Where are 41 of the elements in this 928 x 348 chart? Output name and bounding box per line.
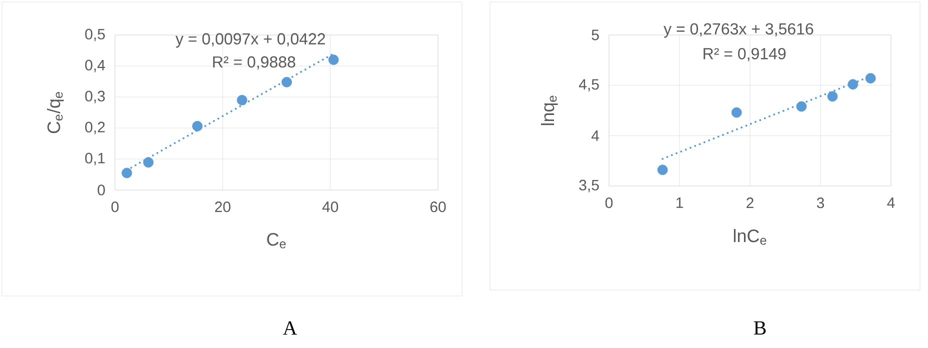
y-axis-title: C$_{e}$/q$_{e}$ <box>46 92 64 134</box>
point <box>143 157 154 168</box>
y-tick-label: 0,3 <box>85 90 105 104</box>
annotation: R² = 0,9888 <box>213 56 296 70</box>
y-tick-label: 0,2 <box>85 122 105 134</box>
y-tick-label: 3,5 <box>579 180 599 192</box>
y-tick-label: 5 <box>592 30 599 40</box>
point <box>328 54 339 65</box>
annotation: y = 0,0097x + 0,0422 <box>176 33 326 48</box>
x-tick-label: 3 <box>816 198 824 208</box>
x-axis-title: lnC$_{e}$ <box>734 229 766 245</box>
x-tick-label: 1 <box>676 198 683 208</box>
y-tick-label: 0,5 <box>85 28 105 42</box>
point <box>865 73 876 84</box>
x-tick-label: 20 <box>215 202 230 212</box>
point <box>192 120 203 132</box>
y-tick-label: 0,1 <box>85 152 105 166</box>
point <box>796 101 807 112</box>
point <box>827 91 838 102</box>
text: A <box>282 321 298 335</box>
x-tick-label: 40 <box>322 202 338 212</box>
point <box>731 107 742 118</box>
text: B <box>754 321 766 335</box>
x-tick-label: 4 <box>887 198 895 208</box>
point <box>657 164 668 176</box>
x-tick-label: 0 <box>605 198 613 208</box>
y-axis-title: lnq$_{e}$ <box>540 96 558 126</box>
point <box>848 79 858 90</box>
annotation: R² = 0,9149 <box>704 48 786 62</box>
x-tick-label: 2 <box>746 198 754 208</box>
y-tick-label: 0,4 <box>85 60 106 72</box>
annotation: y = 0,2763x + 3,5616 <box>664 23 814 38</box>
x-axis-title: C$_{e}$ <box>267 233 286 248</box>
y-tick-label: 4,5 <box>578 79 599 92</box>
point <box>282 76 292 88</box>
point <box>122 168 132 178</box>
x-tick-label: 0 <box>111 202 119 212</box>
y-tick-label: 0 <box>98 184 105 196</box>
x-tick-label: 60 <box>430 202 446 212</box>
y-tick-label: 4 <box>591 130 600 141</box>
point <box>236 94 248 106</box>
